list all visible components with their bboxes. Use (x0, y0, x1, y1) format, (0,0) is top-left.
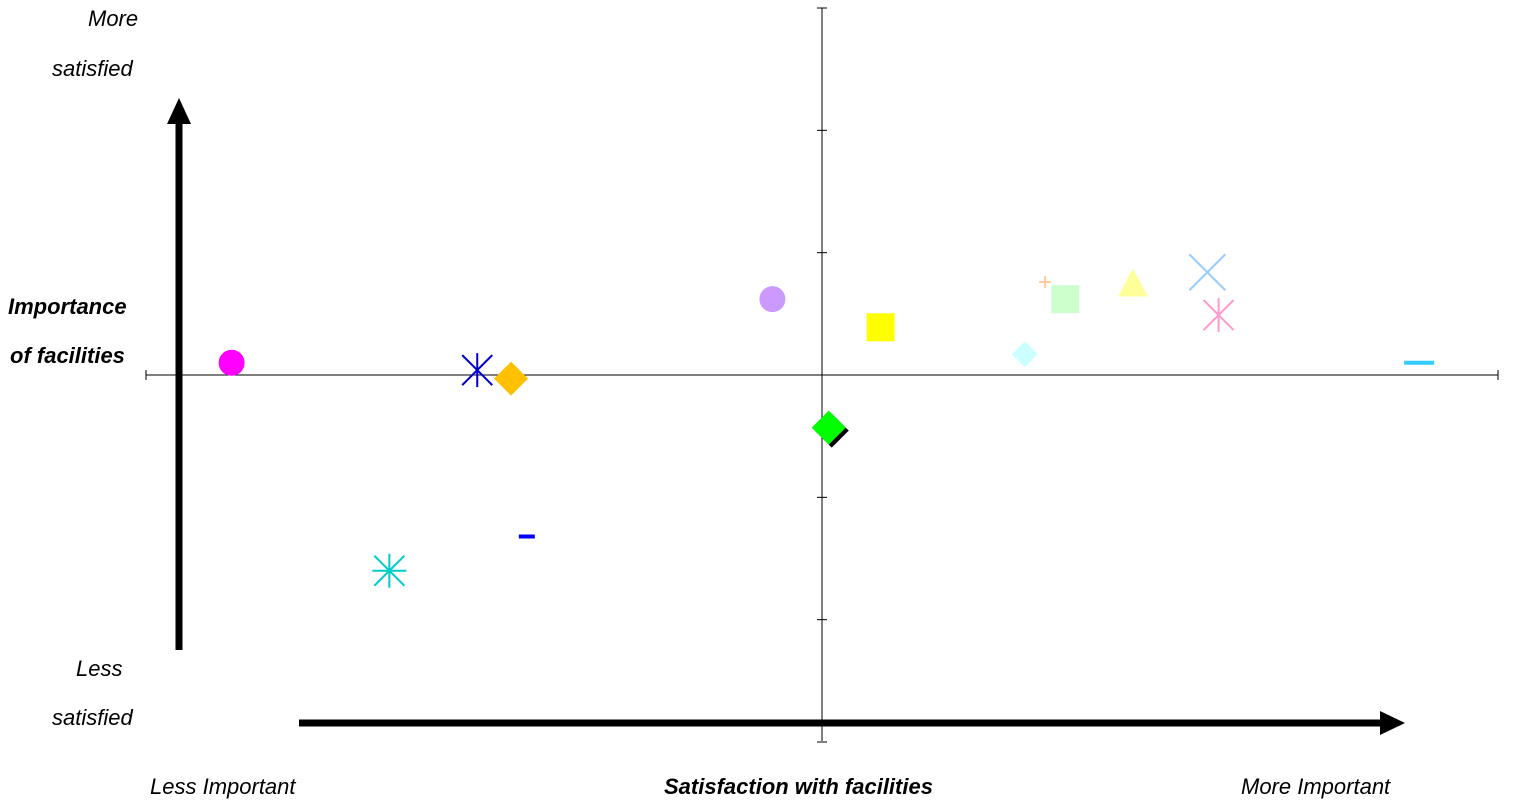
data-point-square (866, 313, 895, 342)
data-point-x (1188, 253, 1227, 291)
data-point-asterisk (461, 353, 493, 388)
less-important-label: Less Important (150, 774, 296, 799)
point-diamond (1011, 341, 1038, 368)
chart-axes (145, 7, 1499, 743)
point-square (1051, 285, 1080, 314)
importance-arrow-head (1380, 711, 1405, 735)
data-point-diamond (494, 361, 529, 396)
data-point-triangle (1117, 268, 1148, 297)
y-axis-title-line1: Importance (8, 294, 127, 319)
more-satisfied-label-line1: More (88, 6, 139, 31)
more-important-label: More Important (1241, 774, 1391, 799)
point-triangle (1117, 268, 1148, 297)
chart-points (218, 253, 1435, 588)
less-satisfied-label-line2: satisfied (52, 705, 133, 730)
data-point-circle (759, 286, 786, 313)
data-point-asterisk (1202, 298, 1235, 333)
data-point-diamond (1011, 341, 1038, 368)
data-point-plus (1039, 276, 1052, 289)
point-circle (218, 349, 245, 376)
data-point-circle (218, 349, 245, 376)
more-satisfied-label-line2: satisfied (52, 56, 133, 81)
point-x-stroke (1188, 253, 1227, 291)
less-satisfied-label-line1: Less (76, 656, 123, 681)
y-axis-title-line2: of facilities (10, 343, 125, 368)
data-point-diamond (811, 410, 849, 448)
data-point-asterisk (372, 553, 407, 588)
point-diamond (811, 410, 846, 445)
point-square (866, 313, 895, 342)
data-point-square (1051, 285, 1080, 314)
point-diamond (494, 361, 529, 396)
satisfaction-arrow-head (167, 98, 191, 124)
x-axis-title: Satisfaction with facilities (664, 774, 933, 799)
point-circle (759, 286, 786, 313)
